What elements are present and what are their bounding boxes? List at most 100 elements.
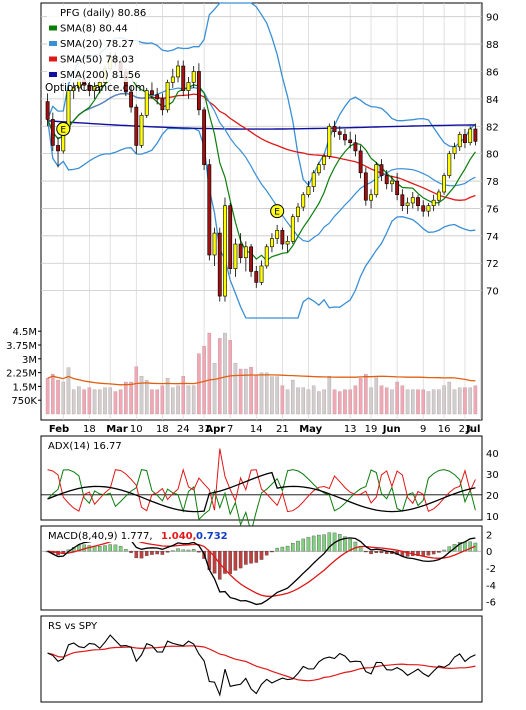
candle — [311, 172, 316, 187]
volume-bar — [61, 381, 66, 415]
candle — [176, 65, 180, 78]
y-tick-70: 70 — [486, 287, 499, 298]
macd-histogram-bar — [118, 546, 123, 552]
macd-histogram-bar — [421, 551, 425, 557]
volume-bar — [468, 387, 472, 415]
macd-histogram-bar — [317, 534, 321, 552]
candle — [410, 197, 415, 204]
volume-bar — [176, 385, 180, 415]
volume-bar — [212, 363, 217, 415]
macd-histogram-bar — [160, 551, 165, 555]
volume-bar — [358, 378, 363, 415]
candle — [374, 164, 379, 196]
macd-histogram-bar — [264, 551, 269, 556]
macd-histogram-bar — [238, 551, 243, 569]
macd-histogram-bar — [468, 541, 472, 552]
vol-tick-label: 3M — [22, 355, 37, 366]
macd-histogram-bar — [259, 551, 264, 560]
macd-histogram-bar — [212, 551, 217, 574]
volume-bar — [264, 372, 269, 415]
candle — [416, 197, 420, 206]
candle — [431, 199, 436, 206]
lower-band — [46, 119, 476, 319]
candle — [181, 65, 186, 91]
macd-histogram-bar — [171, 550, 175, 552]
legend-swatch — [49, 72, 57, 77]
candle — [348, 139, 353, 143]
volume-bar — [311, 385, 316, 415]
macd-histogram-bar — [270, 551, 274, 553]
macd-histogram-bar — [343, 536, 347, 552]
volume-bar — [45, 378, 50, 415]
macd-histogram-bar — [405, 551, 410, 557]
candle — [301, 194, 306, 208]
legend-swatch — [49, 25, 57, 31]
candle — [207, 164, 212, 256]
volume-bar — [56, 379, 60, 415]
candle — [92, 86, 97, 91]
macd-histogram-bar — [285, 545, 290, 552]
volume-bar — [364, 374, 368, 415]
adx-tick: 30 — [486, 470, 499, 481]
volume-bar — [332, 389, 337, 415]
macd-histogram-bar — [374, 551, 379, 553]
sma200-line — [47, 120, 476, 130]
volume-bar — [171, 387, 175, 415]
vol-tick-label: 4.5M — [12, 327, 37, 338]
legend-swatch — [49, 56, 57, 62]
macd-histogram-bar — [442, 549, 446, 552]
candle — [337, 131, 342, 135]
macd-histogram-bar — [254, 551, 259, 563]
candle — [97, 82, 102, 87]
macd-histogram-bar — [113, 544, 118, 552]
candle — [275, 230, 280, 239]
volume-bar — [285, 389, 290, 415]
macd-histogram-bar — [322, 534, 326, 552]
volume-bar — [437, 389, 441, 415]
macd-histogram-bar — [103, 545, 107, 552]
x-month-label: Apr — [205, 424, 225, 435]
macd-histogram-bar — [165, 551, 170, 553]
macd-histogram-bar — [379, 551, 384, 554]
volume-bar — [463, 387, 467, 415]
volume-bar — [71, 389, 76, 415]
legend-swatch — [49, 10, 57, 15]
candle — [243, 246, 248, 259]
volume-bar — [77, 386, 81, 415]
macd-tick: -2 — [486, 564, 496, 575]
legend-entry: SMA(8) 80.44 — [60, 24, 128, 35]
macd-histogram-bar — [416, 551, 420, 556]
candle — [343, 134, 347, 141]
volume-bar — [82, 389, 86, 415]
candle — [254, 271, 259, 283]
macd-histogram-bar — [301, 538, 306, 552]
candle — [155, 94, 160, 100]
macd-histogram-bar — [134, 551, 139, 559]
candle — [134, 106, 139, 146]
macd-histogram-bar — [306, 537, 311, 552]
candle — [144, 90, 149, 116]
volume-bar — [374, 376, 379, 415]
candle — [332, 125, 337, 133]
macd-histogram-bar — [364, 551, 368, 553]
volume-bar — [384, 387, 389, 415]
candle — [452, 146, 457, 154]
y-tick-74: 74 — [486, 232, 499, 243]
candle — [296, 206, 300, 217]
volume-bar — [150, 389, 154, 415]
volume-bar — [405, 389, 410, 415]
macd-tick: 2 — [486, 530, 492, 541]
macd-tick: -4 — [486, 581, 496, 592]
rs-line — [47, 634, 476, 697]
y-tick-84: 84 — [486, 95, 499, 106]
candle — [379, 164, 384, 176]
x-day-label: 7 — [227, 424, 233, 435]
x-day-label: 14 — [250, 424, 263, 435]
x-month-label: Jun — [382, 424, 401, 435]
volume-bar — [447, 381, 452, 415]
macd-histogram-bar — [150, 551, 154, 555]
volume-bar — [421, 389, 425, 415]
candle — [129, 91, 133, 108]
candle — [363, 172, 368, 201]
volume-bar — [244, 368, 248, 415]
